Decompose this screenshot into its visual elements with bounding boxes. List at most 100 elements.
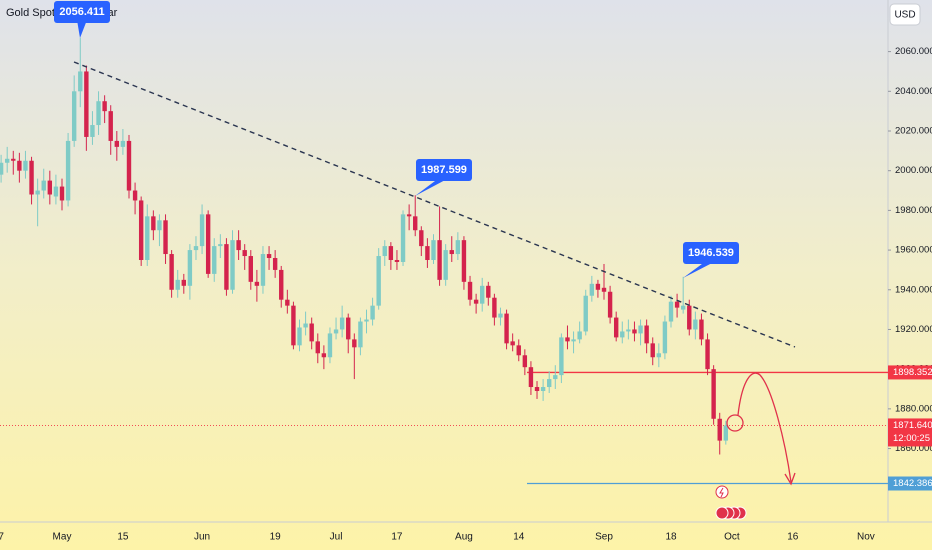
candle-body	[120, 140, 126, 147]
y-tick-label: 1960.000	[895, 245, 932, 256]
lightning-icon	[719, 487, 724, 498]
candle-body	[425, 246, 430, 260]
candle-body	[419, 230, 424, 247]
candle-body	[613, 317, 619, 338]
x-tick-label: 16	[787, 532, 799, 543]
candle-body	[504, 313, 509, 344]
candle-body	[309, 323, 314, 342]
candle-body	[157, 220, 162, 231]
candle-body	[321, 353, 327, 358]
candle-body	[534, 387, 540, 391]
candle-body	[4, 158, 10, 163]
candle-body	[595, 283, 601, 290]
callout-label: 1946.539	[688, 247, 734, 259]
candle-body	[382, 246, 387, 257]
candle-body	[376, 256, 381, 306]
countdown-label: 12:00:25	[893, 433, 930, 444]
candle-body	[78, 71, 83, 92]
candle-body	[620, 331, 625, 338]
candle-body	[212, 246, 217, 274]
callout-label: 1987.599	[421, 164, 467, 176]
candle-body	[662, 321, 668, 354]
candle-body	[455, 240, 461, 255]
x-tick-label: 18	[665, 532, 677, 543]
candle-body	[699, 319, 704, 340]
candle-body	[687, 305, 692, 330]
currency-label[interactable]: USD	[894, 10, 915, 21]
y-tick-label: 2060.000	[895, 46, 932, 57]
x-tick-label: May	[53, 532, 72, 543]
candle-body	[394, 260, 400, 262]
candle-body	[138, 200, 144, 260]
candle-body	[151, 216, 156, 231]
candle-body	[254, 281, 260, 286]
x-tick-label: Jun	[194, 532, 210, 543]
candle-body	[236, 240, 241, 251]
level-label: 1842.386	[893, 478, 932, 489]
candle-body	[540, 387, 546, 391]
candle-body	[370, 305, 375, 320]
flag-icon[interactable]	[715, 506, 729, 520]
candle-body	[339, 317, 345, 330]
candle-body	[23, 160, 28, 171]
candle-body	[413, 216, 418, 231]
candle-body	[510, 341, 515, 346]
trendline	[73, 61, 796, 348]
candle-body	[346, 317, 351, 340]
y-tick-label: 1880.000	[895, 403, 932, 414]
candle-body	[35, 190, 40, 195]
candle-body	[285, 299, 290, 306]
x-tick-label: Oct	[724, 532, 740, 543]
candle-body	[431, 240, 436, 260]
candle-body	[65, 140, 71, 201]
event-icon[interactable]	[715, 485, 729, 499]
candle-body	[559, 337, 564, 376]
projection-arrow	[737, 372, 792, 483]
candle-body	[266, 254, 272, 259]
candle-body	[145, 216, 150, 260]
grid-layer: 1860.0001880.0001900.0001920.0001940.000…	[0, 46, 932, 543]
last-price-tag	[888, 418, 932, 447]
flag-icons[interactable]	[715, 506, 747, 520]
candle-body	[656, 353, 662, 358]
callout-pointer	[415, 178, 449, 196]
candle-body	[47, 180, 53, 195]
candle-body	[553, 375, 558, 380]
candle-body	[626, 329, 631, 332]
candle-body	[187, 250, 193, 286]
candle-body	[303, 323, 308, 328]
candle-body	[41, 180, 46, 191]
candle-body	[248, 256, 253, 282]
x-tick-label: 19	[270, 532, 282, 543]
level-tag	[888, 476, 932, 491]
last-price-label: 1871.640	[893, 420, 932, 431]
currency-button[interactable]	[889, 3, 921, 26]
candle-body	[638, 325, 643, 334]
callout-box	[54, 1, 110, 23]
candle-body	[53, 186, 59, 197]
x-tick-label: Jul	[330, 532, 343, 543]
candle-body	[668, 301, 674, 322]
candle-body	[260, 254, 266, 286]
x-tick-label: Nov	[857, 532, 875, 543]
y-tick-label: 2020.000	[895, 126, 932, 137]
candle-body	[449, 250, 454, 255]
candle-body	[400, 214, 406, 262]
candle-body	[461, 240, 467, 282]
candle-body	[443, 250, 448, 280]
candle-body	[169, 254, 174, 290]
candle-body	[705, 339, 710, 370]
level-label: 1898.352	[893, 367, 932, 378]
overlay-layer: 1898.352 1842.386 1871.640 12:00:25 2056.411…	[54, 1, 932, 491]
candle-body	[522, 355, 528, 368]
y-tick-label: 2040.000	[895, 86, 932, 97]
x-tick-label: 14	[513, 532, 525, 543]
callout-pointer	[683, 261, 716, 278]
candle-body	[516, 345, 521, 356]
y-tick-label: 1980.000	[895, 205, 932, 216]
candle-body	[498, 313, 503, 318]
candle-body	[480, 285, 485, 304]
y-tick-label: 2000.000	[895, 165, 932, 176]
candle-body	[59, 186, 65, 201]
